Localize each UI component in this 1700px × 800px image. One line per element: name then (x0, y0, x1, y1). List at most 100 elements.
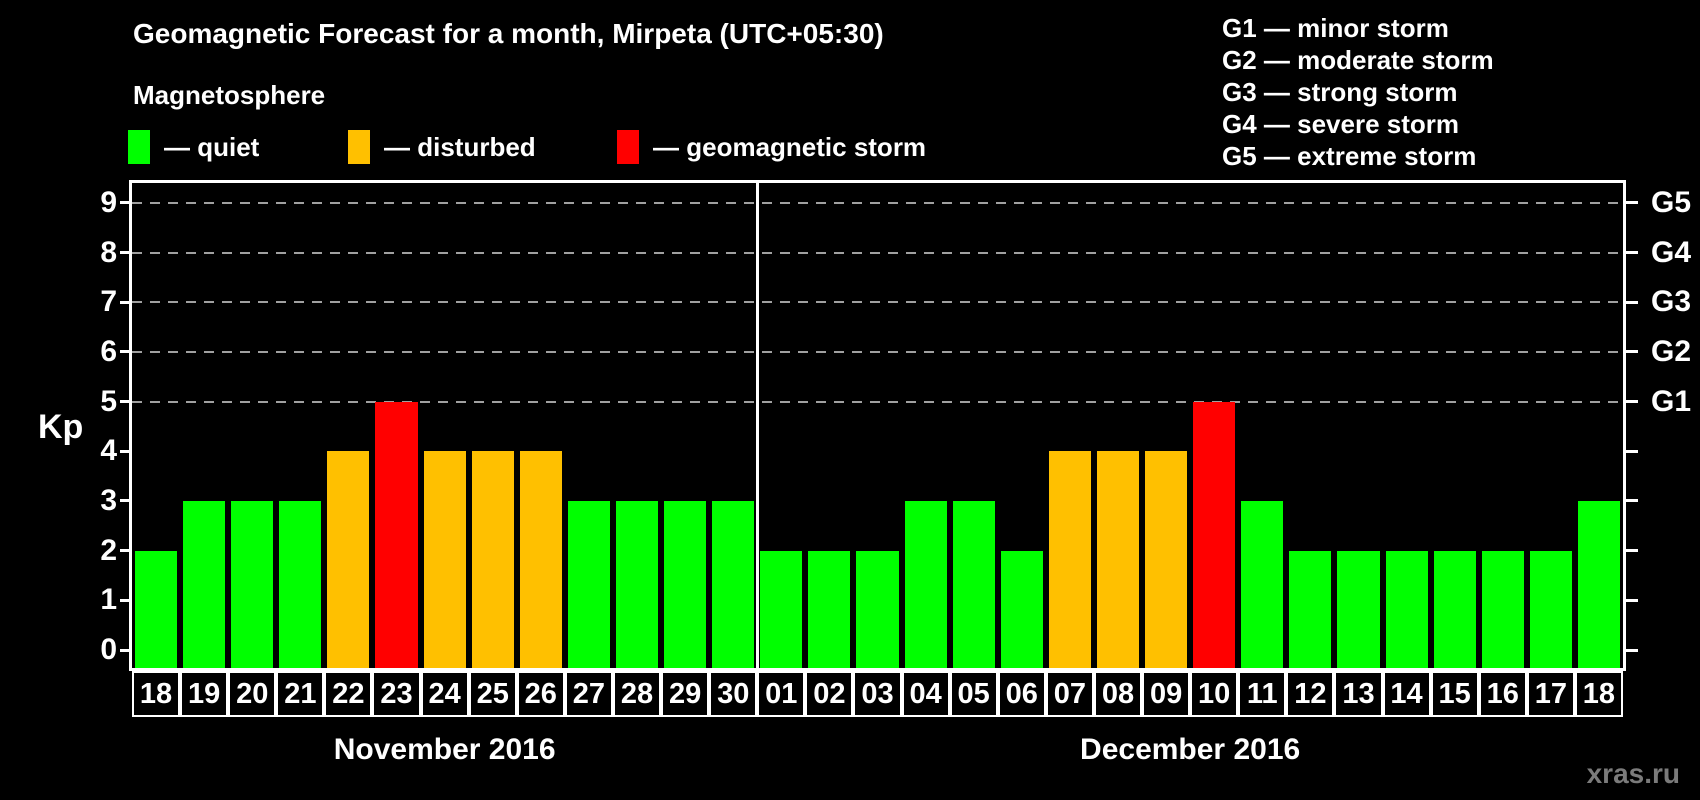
g2-legend-line: G2 — moderate storm (1222, 45, 1494, 75)
day-label-30: 30 (709, 671, 758, 717)
day-label-19: 19 (180, 671, 229, 717)
y-tick-label-0: 0 (100, 633, 117, 666)
kp-bar-day-28 (615, 500, 659, 668)
day-label-24: 24 (420, 671, 469, 717)
day-label-10: 10 (1190, 671, 1239, 717)
day-label-18: 18 (132, 671, 181, 717)
right-tick-8 (1626, 251, 1638, 255)
kp-bar-day-16 (1481, 550, 1524, 668)
kp-bar-day-02 (808, 550, 851, 668)
right-tick-9 (1626, 201, 1638, 205)
right-tick-1 (1626, 598, 1638, 602)
day-label-23: 23 (372, 671, 421, 717)
legend-item-storm: — geomagnetic storm (617, 130, 926, 164)
left-tick-3 (120, 499, 132, 503)
gridline-kp7 (132, 301, 1623, 304)
month-label-0: November 2016 (333, 733, 556, 766)
kp-bar-day-24 (423, 451, 466, 668)
right-tick-0 (1626, 648, 1638, 652)
left-tick-9 (120, 201, 132, 205)
watermark: xras.ru (1586, 758, 1680, 789)
kp-bar-day-30 (712, 500, 755, 668)
day-label-04: 04 (901, 671, 950, 717)
g-level-label-G3: G3 (1651, 285, 1692, 319)
kp-bar-day-18 (135, 550, 178, 668)
g5-legend-line: G5 — extreme storm (1222, 141, 1477, 171)
kp-bar-day-14 (1385, 550, 1428, 668)
day-label-21: 21 (276, 671, 325, 717)
day-label-12: 12 (1286, 671, 1335, 717)
legend-item-quiet: — quiet (128, 130, 259, 164)
gridline-kp8 (132, 251, 1623, 254)
y-tick-label-8: 8 (100, 235, 117, 269)
g4-legend-line: G4 — severe storm (1222, 109, 1460, 139)
day-label-25: 25 (468, 671, 517, 717)
day-label-17: 17 (1526, 671, 1575, 717)
y-tick-label-9: 9 (100, 185, 117, 219)
day-label-06: 06 (997, 671, 1046, 717)
y-tick-label-6: 6 (100, 334, 117, 368)
kp-bar-day-03 (856, 550, 899, 668)
left-tick-4 (120, 449, 132, 453)
left-tick-2 (120, 549, 132, 553)
kp-bar-day-23 (375, 401, 418, 668)
right-tick-2 (1626, 549, 1638, 553)
kp-bar-day-07 (1048, 451, 1091, 668)
day-label-09: 09 (1142, 671, 1191, 717)
y-tick-label-5: 5 (100, 384, 117, 418)
kp-bar-day-29 (664, 500, 707, 668)
disturbed-color-swatch (348, 130, 370, 164)
day-label-27: 27 (564, 671, 613, 717)
kp-bar-day-04 (904, 500, 947, 668)
day-label-22: 22 (324, 671, 373, 717)
month-divider (755, 183, 759, 668)
storm-color-swatch (617, 130, 639, 164)
day-label-11: 11 (1238, 671, 1287, 717)
kp-bar-day-19 (183, 500, 226, 668)
kp-bar-day-10 (1193, 401, 1236, 668)
day-label-16: 16 (1478, 671, 1527, 717)
g3-legend-line: G3 — strong storm (1222, 77, 1458, 107)
y-axis-label: Kp (38, 408, 84, 446)
day-label-07: 07 (1045, 671, 1094, 717)
day-label-15: 15 (1430, 671, 1479, 717)
day-label-26: 26 (516, 671, 565, 717)
day-label-02: 02 (805, 671, 854, 717)
kp-bar-day-20 (231, 500, 274, 668)
kp-bar-day-11 (1241, 500, 1284, 668)
kp-bar-day-26 (519, 451, 562, 668)
kp-bar-day-15 (1433, 550, 1476, 668)
legend-item-disturbed: — disturbed (348, 130, 536, 164)
y-tick-label-2: 2 (100, 533, 117, 567)
kp-bar-day-22 (327, 451, 370, 668)
kp-bar-day-13 (1337, 550, 1380, 668)
day-label-03: 03 (853, 671, 902, 717)
magnetosphere-heading: Magnetosphere (133, 80, 326, 110)
right-tick-4 (1626, 449, 1638, 453)
kp-bar-day-05 (952, 500, 995, 668)
left-tick-6 (120, 350, 132, 354)
kp-bar-day-27 (567, 500, 610, 668)
left-tick-0 (120, 648, 132, 652)
storm-label: — geomagnetic storm (653, 131, 927, 162)
kp-bar-day-01 (760, 550, 803, 668)
y-tick-label-7: 7 (100, 285, 117, 319)
gridline-kp5 (132, 400, 1623, 403)
quiet-label: — quiet (164, 131, 260, 162)
kp-bar-day-12 (1289, 550, 1332, 668)
kp-bar-day-17 (1529, 550, 1572, 668)
left-tick-1 (120, 598, 132, 602)
left-tick-7 (120, 300, 132, 304)
g-level-label-G2: G2 (1651, 334, 1692, 368)
disturbed-label: — disturbed (384, 131, 536, 162)
day-label-08: 08 (1093, 671, 1143, 717)
y-tick-label-1: 1 (100, 583, 117, 617)
day-label-05: 05 (949, 671, 998, 717)
day-label-28: 28 (612, 671, 662, 717)
quiet-color-swatch (128, 130, 150, 164)
day-label-14: 14 (1382, 671, 1431, 717)
kp-bar-day-09 (1145, 451, 1188, 668)
day-label-13: 13 (1334, 671, 1383, 717)
g-scale-legend: G1 — minor storm G2 — moderate storm G3 … (1222, 12, 1494, 172)
g-level-label-G1: G1 (1651, 384, 1692, 418)
